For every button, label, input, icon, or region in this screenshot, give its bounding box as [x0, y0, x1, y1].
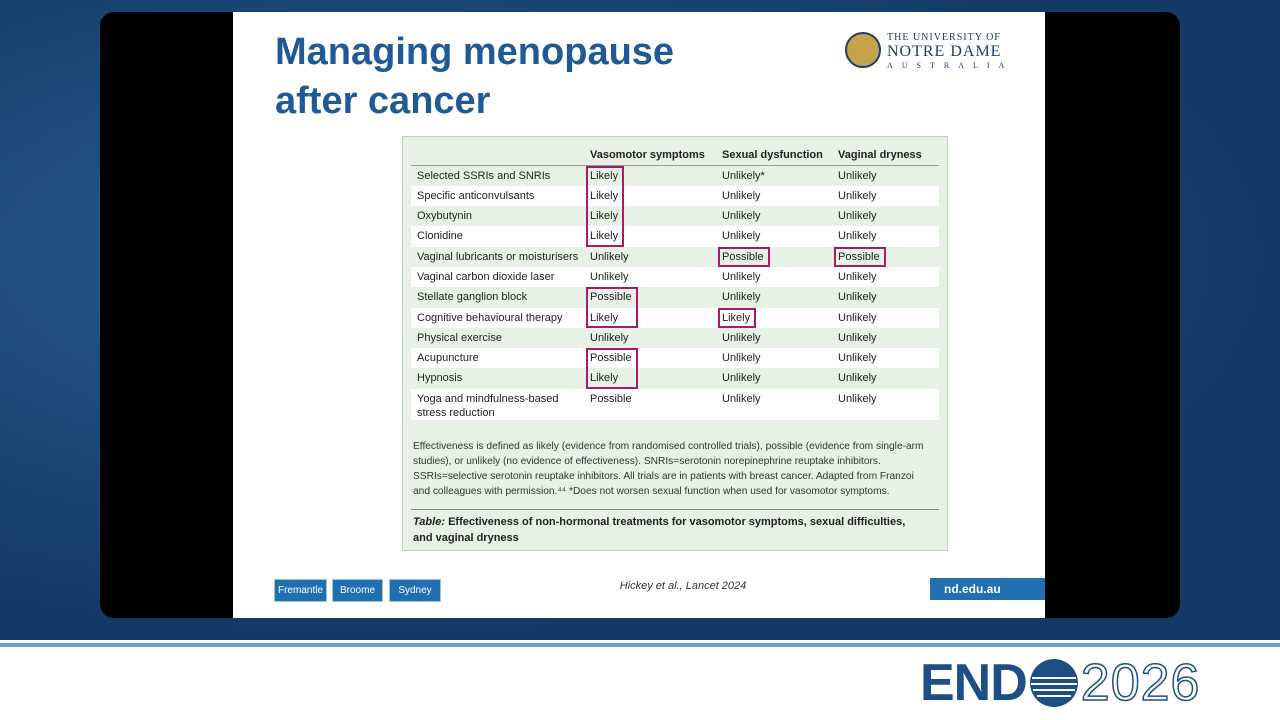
cell: Unlikely	[716, 266, 832, 288]
row-label: Selected SSRIs and SNRIs	[417, 170, 551, 182]
column-header: Vaginal dryness	[832, 145, 939, 166]
url[interactable]: nd.edu.au	[930, 578, 1045, 600]
table-row: Hypnosis Likely Unlikely Unlikely	[411, 368, 939, 388]
table-row: Yoga and mindfulness-based stress reduct…	[411, 388, 939, 420]
cell: Unlikely*	[722, 170, 765, 182]
cell: Unlikely	[722, 291, 761, 304]
row-label: Vaginal lubricants or moisturisers	[417, 250, 579, 263]
cell: Unlikely	[832, 307, 939, 328]
column-header: Vasomotor symptoms	[584, 145, 716, 166]
slide: Managing menopause after cancer THE UNIV…	[233, 12, 1045, 618]
cell: Unlikely	[832, 185, 939, 207]
cell: Unlikely	[716, 226, 832, 247]
cell: Likely	[590, 170, 619, 182]
row-label: Hypnosis	[417, 372, 463, 385]
column-header	[411, 145, 584, 166]
cell: Unlikely	[584, 266, 716, 288]
table-row: Oxybutynin Likely Unlikely Unlikely	[411, 206, 939, 226]
cell: Possible	[590, 291, 632, 304]
cell: Unlikely	[716, 388, 832, 420]
table-row: Clonidine Likely Unlikely Unlikely	[411, 226, 939, 247]
row-label: Oxybutynin	[417, 210, 473, 223]
table-row: Specific anticonvulsants Likely Unlikely Un…	[411, 185, 939, 207]
cell: Unlikely	[832, 226, 939, 247]
highlight-box	[586, 287, 638, 328]
cell: Likely	[584, 185, 716, 207]
university-logo: THE UNIVERSITY OF NOTRE DAME AUSTRALIA	[845, 32, 1010, 72]
table: Vasomotor symptoms Sexual dysfunction Vagi…	[411, 145, 939, 420]
rule	[411, 509, 939, 510]
cell: Possible	[584, 388, 716, 420]
table-row: Vaginal carbon dioxide laser Unlikely Unli…	[411, 266, 939, 288]
logo-line: AUSTRALIA	[887, 61, 1014, 70]
footnote: Effectiveness is defined as likely (evid…	[413, 441, 924, 497]
conference-logo: END 2026	[920, 653, 1201, 713]
cell: Unlikely	[838, 170, 877, 182]
cell: Likely	[716, 307, 832, 328]
divider	[0, 643, 1280, 647]
row-label: Physical exercise	[417, 331, 502, 344]
cell: Likely	[584, 307, 716, 328]
campus-button[interactable]: Sydney	[389, 579, 441, 602]
cell: Unlikely	[838, 372, 877, 385]
cell: Unlikely	[722, 372, 761, 385]
row-label: Yoga and mindfulness-based stress reduct…	[411, 388, 584, 420]
row-label: Vaginal carbon dioxide laser	[411, 266, 584, 288]
cell: Unlikely	[590, 331, 629, 344]
cell: Unlikely	[590, 250, 629, 263]
table-row: Acupuncture Possible Unlikely Unlikely	[411, 348, 939, 369]
table-row: Physical exercise Unlikely Unlikely Unlikel…	[411, 328, 939, 348]
cell: Possible	[838, 250, 880, 263]
cell: Possible	[584, 348, 716, 369]
row-label: Stellate ganglion block	[417, 291, 528, 304]
table-row: Cognitive behavioural therapy Likely Likel…	[411, 307, 939, 328]
cell: Unlikely	[832, 266, 939, 288]
seal	[845, 32, 881, 68]
caption: Table: Effectiveness of non-hormonal tre…	[413, 514, 923, 546]
cell: Likely	[590, 372, 619, 385]
row-label: Cognitive behavioural therapy	[411, 307, 584, 328]
highlight-box	[718, 307, 757, 328]
cell: Possible	[722, 250, 764, 263]
logo-bold: END	[920, 654, 1028, 712]
table-row: Stellate ganglion block Possible Unlikely U…	[411, 287, 939, 307]
cell: Unlikely	[716, 185, 832, 207]
cell: Unlikely	[716, 348, 832, 369]
table-row: Selected SSRIs and SNRIs Likely Unlikely* U…	[411, 166, 939, 186]
caption-label: Table:	[413, 516, 445, 528]
cell: Likely	[584, 226, 716, 247]
cell: Unlikely	[838, 331, 877, 344]
table-row: Vaginal lubricants or moisturisers Unlike…	[411, 247, 939, 267]
table-panel: Vasomotor symptoms Sexual dysfunction Vagi…	[402, 136, 948, 551]
logo-line: THE UNIVERSITY OF	[887, 32, 1001, 43]
cell: Unlikely	[838, 210, 877, 223]
logo-line: NOTRE DAME	[887, 43, 1002, 60]
cell: Unlikely	[832, 348, 939, 369]
highlight-box	[586, 348, 638, 389]
highlight-box	[718, 246, 770, 267]
row-label: Clonidine	[411, 226, 584, 247]
highlight-box	[834, 246, 886, 267]
campus-button[interactable]: Fremantle	[274, 579, 327, 602]
cell: Likely	[590, 210, 619, 223]
campus-button[interactable]: Broome	[332, 579, 383, 602]
citation: Hickey et al., Lancet 2024	[619, 580, 747, 592]
cell: Unlikely	[832, 388, 939, 420]
row-label: Specific anticonvulsants	[411, 185, 584, 207]
column-header: Sexual dysfunction	[716, 145, 832, 166]
caption-text: Effectiveness of non-hormonal treatments…	[413, 516, 906, 544]
highlight-box	[586, 165, 625, 247]
row-label: Acupuncture	[411, 348, 584, 369]
slide-title: Managing menopause after cancer	[275, 31, 675, 122]
cell: Unlikely	[722, 210, 761, 223]
logo-light: 2026	[1080, 653, 1201, 713]
cell: Unlikely	[838, 291, 877, 304]
cell: Unlikely	[722, 331, 761, 344]
globe-icon	[1029, 659, 1078, 707]
